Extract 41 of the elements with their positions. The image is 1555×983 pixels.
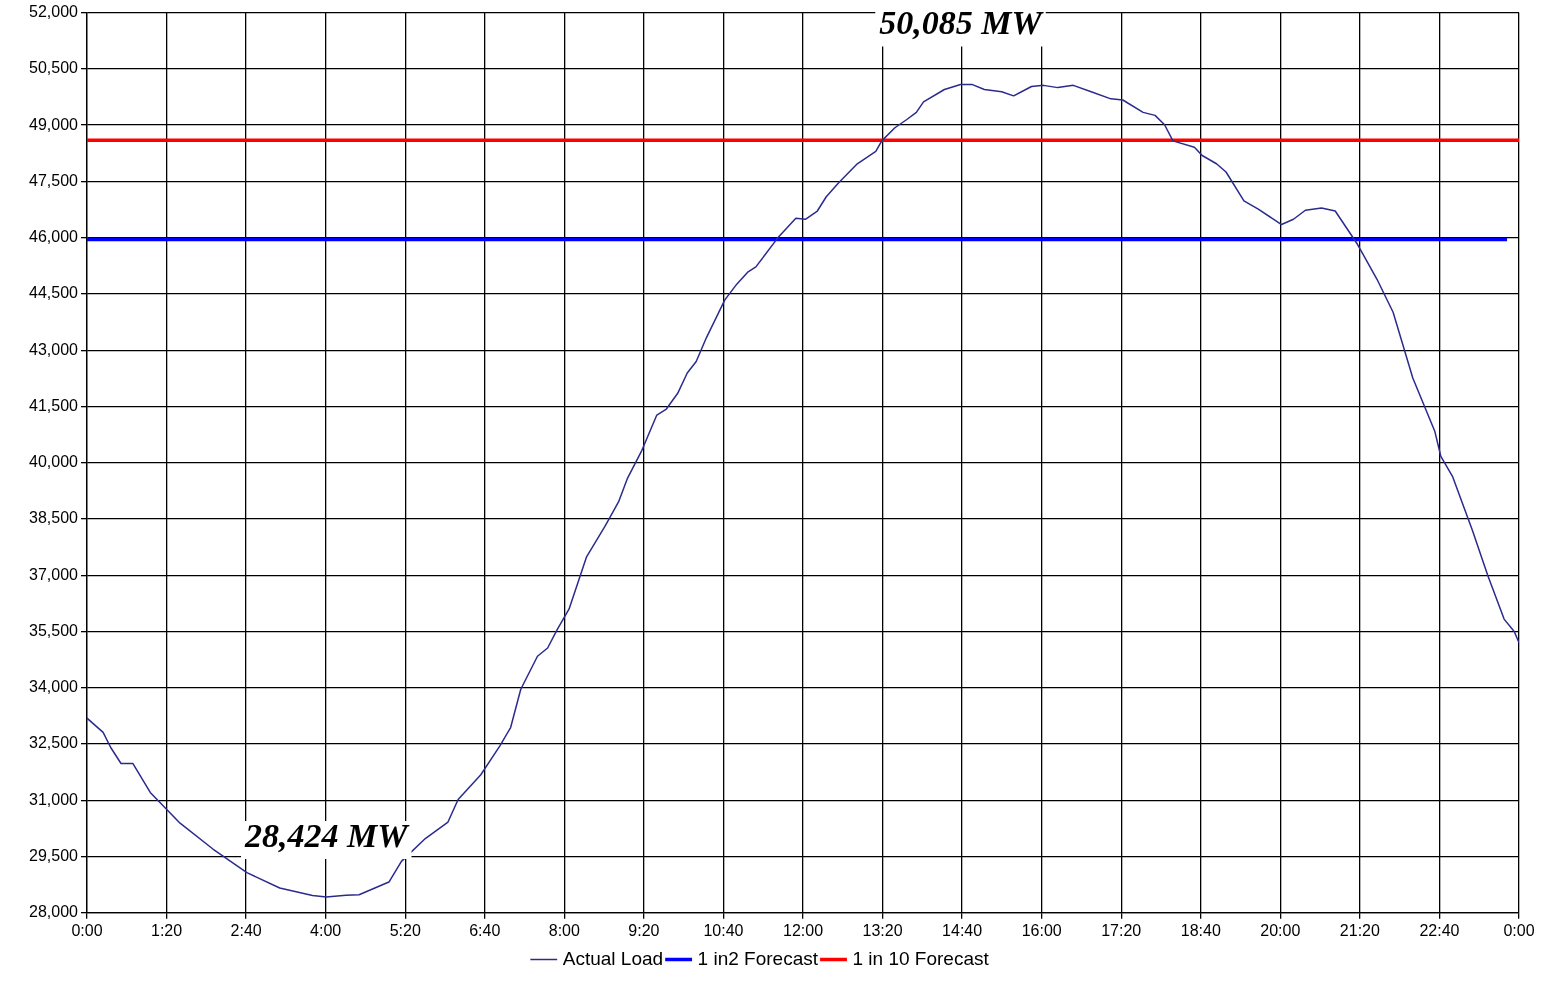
y-tick-label: 49,000 [29,115,79,133]
y-tick-label: 29,500 [29,846,79,864]
y-tick-label: 35,500 [29,621,79,639]
y-tick-label: 43,000 [29,340,79,358]
y-tick-label: 34,000 [29,678,79,696]
x-tick-label: 10:40 [703,921,744,939]
x-tick-label: 2:40 [230,921,262,939]
x-tick-label: 13:20 [862,921,903,939]
x-tick-label: 12:00 [782,921,824,939]
x-tick-label: 20:00 [1260,921,1301,939]
annotation: 28,424 MW [244,816,411,854]
y-tick-label: 31,000 [29,790,79,808]
x-tick-label: 6:40 [469,921,501,939]
y-tick-label: 37,000 [29,565,79,583]
y-tick-label: 38,500 [29,509,79,527]
y-tick-label: 32,500 [29,734,79,752]
legend-label: 1 in 10 Forecast [852,947,990,969]
y-tick-label: 50,500 [29,59,79,77]
legend-label: 1 in2 Forecast [697,947,819,969]
x-tick-label: 8:00 [548,921,581,939]
y-tick-label: 41,500 [29,396,79,414]
x-tick-label: 16:00 [1021,921,1062,939]
x-tick-label: 0:00 [71,921,103,939]
y-tick-label: 52,000 [29,3,79,21]
x-tick-label: 9:20 [628,921,660,939]
legend-label: Actual Load [562,947,664,969]
x-tick-label: 17:20 [1101,921,1142,939]
x-tick-label: 21:20 [1339,921,1380,939]
x-tick-label: 1:20 [150,921,183,939]
x-tick-label: 22:40 [1419,921,1460,939]
annotation: 50,085 MW [879,4,1045,42]
y-tick-label: 28,000 [29,903,79,921]
y-tick-label: 44,500 [29,284,79,302]
x-tick-label: 5:20 [389,921,421,939]
x-tick-label: 4:00 [310,921,342,939]
y-tick-label: 46,000 [29,228,79,246]
x-tick-label: 18:40 [1180,921,1221,939]
x-tick-label: 0:00 [1503,921,1535,939]
y-tick-label: 47,500 [29,171,79,189]
y-tick-label: 40,000 [29,453,79,471]
x-tick-label: 14:40 [942,921,983,939]
